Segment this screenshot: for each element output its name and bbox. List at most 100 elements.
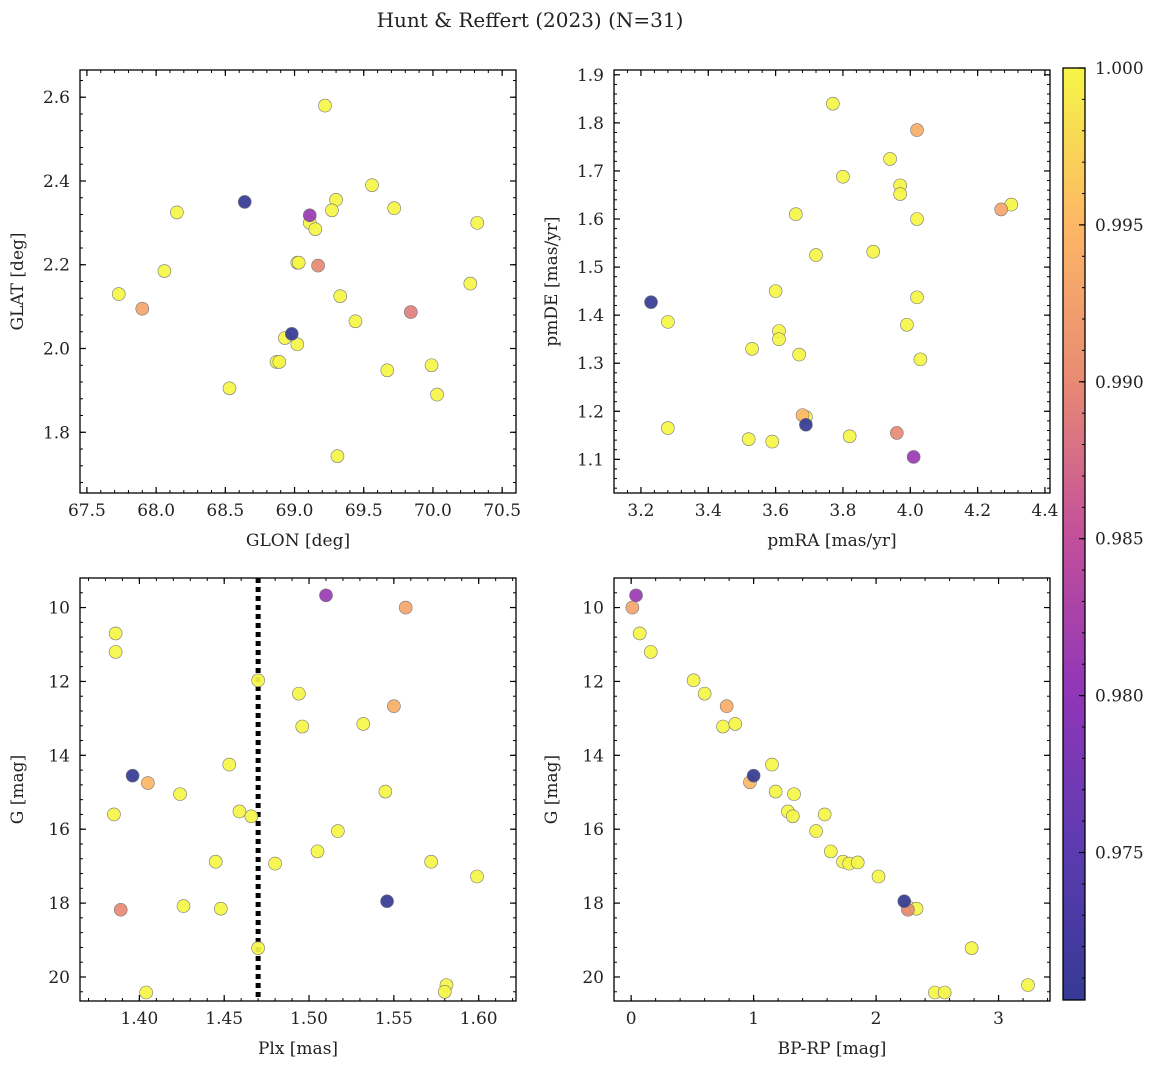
- data-point: [330, 449, 345, 463]
- x-tick-label: 68.0: [137, 501, 175, 521]
- data-point: [910, 212, 924, 226]
- data-point: [424, 854, 438, 869]
- data-point: [632, 626, 647, 641]
- x-tick-label: 1.40: [120, 1009, 158, 1029]
- data-point: [629, 588, 643, 603]
- data-point: [430, 387, 444, 402]
- data-point: [404, 305, 418, 319]
- data-point: [625, 600, 640, 615]
- y-tick-label: 1.8: [577, 114, 604, 134]
- data-point: [1021, 978, 1035, 992]
- data-point: [170, 205, 184, 220]
- colorbar-tick-label: 0.990: [1095, 373, 1144, 393]
- data-point: [173, 787, 187, 801]
- x-tick-label: 1: [748, 1009, 759, 1029]
- data-point: [107, 807, 121, 822]
- data-point: [139, 985, 153, 1000]
- x-axis-label: Plx [mas]: [258, 1039, 338, 1059]
- y-tick-label: 1.9: [577, 66, 604, 86]
- data-point: [284, 327, 299, 341]
- y-tick-label: 18: [48, 894, 70, 914]
- y-tick-label: 2.6: [43, 88, 70, 108]
- data-point: [214, 901, 228, 916]
- data-point: [910, 290, 924, 305]
- data-point: [208, 854, 223, 869]
- data-point: [964, 941, 979, 955]
- data-point: [789, 207, 803, 222]
- data-point: [809, 248, 823, 262]
- data-point: [937, 985, 952, 1000]
- y-tick-label: 1.3: [577, 354, 604, 374]
- colorbar-tick-label: 0.980: [1095, 687, 1144, 707]
- data-point: [792, 347, 806, 362]
- data-point: [365, 178, 379, 192]
- data-point: [237, 195, 252, 209]
- x-tick-label: 2: [871, 1009, 882, 1029]
- data-point: [176, 899, 191, 913]
- y-tick-label: 1.2: [577, 402, 604, 422]
- data-point: [890, 426, 904, 440]
- data-point: [311, 258, 325, 273]
- data-point: [387, 201, 401, 216]
- data-point: [272, 355, 287, 369]
- data-point: [893, 187, 907, 201]
- y-tick-label: 18: [582, 894, 604, 914]
- data-point: [290, 337, 305, 352]
- data-point: [325, 203, 339, 218]
- data-point: [643, 645, 658, 659]
- data-point: [291, 255, 306, 270]
- data-point: [897, 894, 912, 909]
- data-point: [356, 717, 371, 731]
- data-point: [906, 450, 921, 464]
- data-point: [380, 363, 395, 378]
- data-point: [318, 98, 332, 113]
- y-tick-label: 10: [582, 599, 604, 619]
- data-point: [883, 152, 897, 166]
- colorbar-gradient: [1063, 68, 1085, 1000]
- x-tick-label: 69.5: [345, 501, 383, 521]
- data-point: [661, 315, 675, 329]
- data-point: [268, 856, 282, 871]
- data-point: [157, 264, 172, 278]
- x-tick-label: 3.2: [627, 501, 654, 521]
- axes-frame: [613, 577, 1051, 1002]
- x-tick-label: 69.0: [276, 501, 314, 521]
- x-tick-label: 70.5: [483, 501, 521, 521]
- data-point: [746, 768, 761, 783]
- data-point: [871, 869, 886, 884]
- x-tick-label: 68.5: [206, 501, 244, 521]
- data-point: [310, 844, 325, 859]
- data-point: [817, 807, 832, 822]
- y-tick-label: 1.6: [577, 210, 604, 230]
- data-point: [850, 855, 865, 870]
- y-tick-label: 1.4: [577, 306, 604, 326]
- data-point: [994, 202, 1008, 217]
- data-point: [222, 381, 237, 396]
- data-point: [765, 434, 780, 449]
- y-tick-label: 2.2: [43, 256, 70, 276]
- y-tick-label: 1.5: [577, 258, 604, 278]
- y-tick-label: 2.4: [43, 172, 70, 192]
- y-tick-label: 10: [48, 599, 70, 619]
- panel-plx-g: 1.40 1.45 1.50 1.55 1.60 10 12 14 16 18 20 Plx [mas…: [8, 577, 517, 1059]
- y-tick-label: 1.1: [577, 450, 604, 470]
- colorbar-tick-label: 0.975: [1095, 844, 1144, 864]
- axes-frame: [79, 577, 517, 1002]
- x-axis-label: BP-RP [mag]: [778, 1039, 887, 1059]
- y-axis-label: pmDE [mas/yr]: [542, 216, 562, 346]
- y-axis-label: G [mag]: [542, 755, 562, 824]
- data-point: [836, 169, 850, 184]
- data-point: [113, 902, 128, 917]
- data-point: [787, 787, 801, 801]
- data-point: [387, 699, 401, 713]
- x-tick-label: 0: [626, 1009, 637, 1029]
- data-point: [108, 645, 123, 659]
- data-point: [644, 295, 658, 309]
- data-point: [842, 429, 857, 444]
- x-tick-label: 3: [993, 1009, 1004, 1029]
- data-point: [900, 317, 914, 332]
- data-point: [292, 686, 306, 701]
- y-tick-label: 14: [48, 746, 70, 766]
- x-tick-label: 1.50: [290, 1009, 328, 1029]
